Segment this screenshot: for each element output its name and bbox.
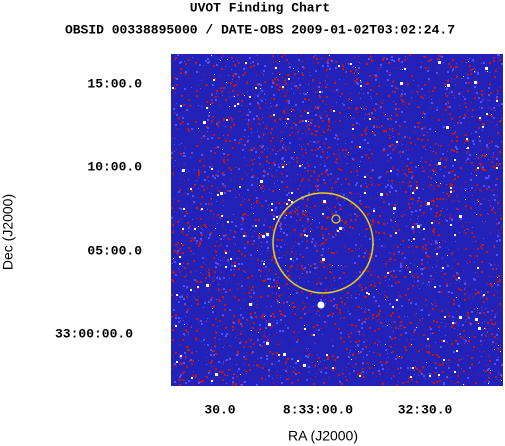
x-tick-label: 30.0 [204, 402, 235, 417]
bright-star [317, 301, 325, 309]
y-axis-label: Dec (J2000) [0, 194, 16, 270]
y-tick-label: 10:00.0 [87, 159, 142, 174]
subtitle: OBSID 00338895000 / DATE-OBS 2009-01-02T… [65, 22, 455, 37]
noise-pixels [171, 54, 503, 386]
x-tick-label: 32:30.0 [398, 402, 453, 417]
x-tick-label: 8:33:00.0 [283, 402, 353, 417]
sky-noise [171, 54, 503, 386]
source-marker [331, 214, 341, 224]
y-tick-label: 15:00.0 [87, 76, 142, 91]
y-tick-label: 05:00.0 [87, 243, 142, 258]
x-axis-label: RA (J2000) [288, 428, 358, 444]
source-region [272, 192, 374, 294]
sky-image [171, 54, 503, 386]
y-tick-label: 33:00:00.0 [55, 326, 133, 341]
title: UVOT Finding Chart [190, 0, 330, 15]
